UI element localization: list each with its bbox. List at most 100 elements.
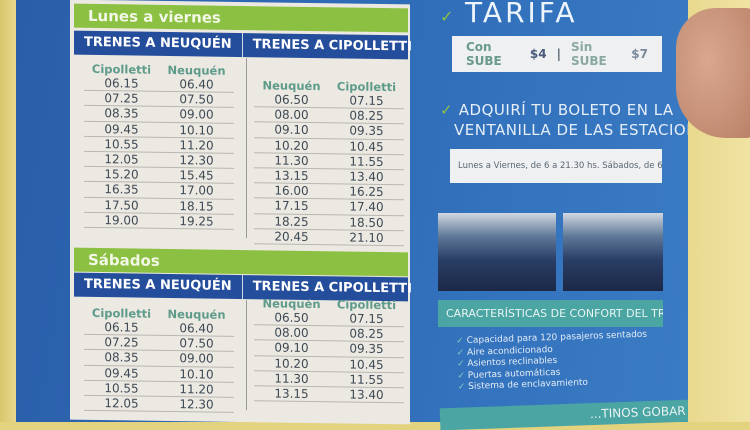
- time-cell: 19.00: [104, 212, 139, 228]
- weekday-to-neuquen-table: Cipolletti Neuquén 06.15 06.40 07.25 07.50 08.…: [84, 62, 234, 230]
- sin-sube-label: Sin SUBE: [570, 40, 607, 68]
- time-cell: 11.55: [349, 372, 384, 387]
- time-cell: 12.30: [179, 397, 214, 412]
- time-cell: 17.00: [179, 183, 214, 198]
- con-sube-label: Con SUBE: [466, 40, 502, 68]
- time-cell: 06.40: [179, 321, 214, 336]
- separator: |: [556, 47, 561, 61]
- time-cell: 10.55: [104, 380, 139, 396]
- time-cell: 13.15: [274, 386, 309, 401]
- hand: [676, 8, 750, 138]
- time-cell: 08.00: [274, 325, 309, 341]
- boleto-line2: VENTANILLA DE LAS ESTACIONES: [454, 121, 718, 139]
- con-sube-price: $4: [529, 47, 547, 61]
- table-row: 20.45 21.10: [254, 228, 404, 247]
- confort-title: CARACTERÍSTICAS DE CONFORT DEL TREN: [438, 300, 663, 327]
- tarifa-title: TARIFA: [464, 0, 578, 29]
- time-cell: 08.25: [349, 326, 384, 342]
- time-cell: 10.20: [274, 356, 309, 371]
- time-cell: 08.25: [349, 108, 384, 124]
- time-cell: 07.50: [179, 336, 214, 351]
- time-cell: 20.45: [274, 229, 309, 244]
- time-cell: 18.25: [274, 213, 309, 229]
- time-cell: 12.30: [179, 153, 214, 168]
- weekday-to-cipolletti-table: Neuquén Cipolletti 06.50 07.15 08.00 08.25 09.…: [254, 78, 404, 247]
- sin-sube-price: $7: [631, 47, 648, 61]
- tarifa-box: Con SUBE $4 | Sin SUBE $7: [452, 36, 662, 72]
- time-cell: 10.45: [349, 357, 384, 372]
- time-cell: 06.15: [104, 320, 139, 335]
- time-cell: 09.00: [179, 351, 214, 367]
- time-cell: 11.30: [274, 153, 309, 168]
- column-header: Neuquén: [262, 296, 321, 312]
- time-cell: 13.40: [349, 387, 384, 402]
- weekday-directions: TRENES A NEUQUÉN TRENES A CIPOLLETTI: [74, 30, 422, 60]
- time-cell: 10.20: [274, 138, 309, 153]
- table-row: 19.00 19.25: [84, 212, 234, 230]
- time-cell: 19.25: [179, 213, 214, 229]
- time-cell: 09.10: [274, 122, 309, 138]
- wall-left: [0, 0, 16, 422]
- time-cell: 16.25: [349, 184, 384, 200]
- column-header: Neuquén: [167, 62, 226, 78]
- time-cell: 08.00: [274, 107, 309, 123]
- time-cell: 10.55: [104, 136, 139, 152]
- column-header: Neuquén: [262, 78, 321, 94]
- time-cell: 06.15: [104, 76, 139, 91]
- time-cell: 13.15: [274, 168, 309, 183]
- time-cell: 17.15: [274, 198, 309, 214]
- time-cell: 11.20: [179, 137, 214, 153]
- saturday-title: Sábados: [74, 247, 408, 277]
- time-cell: 09.00: [179, 107, 214, 123]
- time-cell: 11.30: [274, 371, 309, 386]
- column-header: Cipolletti: [336, 297, 397, 313]
- time-cell: 09.35: [349, 123, 384, 139]
- column-header: Neuquén: [167, 306, 226, 322]
- time-cell: 12.05: [104, 152, 139, 167]
- time-cell: 10.10: [179, 122, 214, 138]
- time-cell: 13.40: [349, 169, 384, 184]
- time-cell: 10.10: [179, 366, 214, 382]
- weekday-title: Lunes a viernes: [74, 3, 408, 33]
- time-cell: 18.50: [349, 215, 384, 230]
- time-cell: 08.35: [104, 350, 139, 365]
- time-cell: 07.15: [349, 311, 384, 327]
- column-header: Cipolletti: [91, 61, 152, 77]
- timetable-panel: Lunes a viernes TRENES A NEUQUÉN TRENES …: [70, 0, 422, 425]
- time-cell: 17.50: [104, 197, 139, 213]
- saturday-to-neuquen-header: TRENES A NEUQUÉN: [84, 276, 232, 294]
- boleto-line1: ADQUIRÍ TU BOLETO EN LA: [458, 101, 674, 119]
- hours-box: Lunes a Viernes, de 6 a 21.30 hs. Sábado…: [450, 149, 662, 183]
- weekday-to-neuquen-header: TRENES A NEUQUÉN: [84, 34, 232, 52]
- time-cell: 07.15: [349, 93, 384, 109]
- time-cell: 17.40: [349, 199, 384, 215]
- time-cell: 06.40: [179, 77, 214, 92]
- divider: [246, 300, 247, 411]
- time-cell: 15.45: [179, 168, 214, 183]
- time-cell: 21.10: [349, 230, 384, 245]
- saturday-to-neuquen-table: Cipolletti Neuquén 06.15 06.40 07.25 07.50 08.…: [84, 305, 234, 414]
- column-header: Cipolletti: [336, 79, 397, 95]
- time-cell: 12.05: [104, 396, 139, 411]
- time-cell: 06.50: [274, 92, 309, 107]
- table-row: 13.15 13.40: [254, 386, 404, 404]
- time-cell: 15.20: [104, 167, 139, 182]
- train-interior-photo: [563, 213, 663, 291]
- time-cell: 16.35: [104, 182, 139, 197]
- time-cell: 07.25: [104, 91, 139, 106]
- column-header: Cipolletti: [91, 305, 152, 321]
- boleto-heading: ✓ ADQUIRÍ TU BOLETO EN LA VENTANILLA DE …: [440, 100, 718, 140]
- time-cell: 11.20: [179, 381, 214, 397]
- tarifa-heading: ✓ TARIFA: [440, 0, 577, 29]
- time-cell: 07.50: [179, 92, 214, 107]
- time-cell: 07.25: [104, 335, 139, 350]
- time-cell: 09.10: [274, 340, 309, 356]
- divider: [246, 58, 247, 239]
- train-interior-photo: [438, 213, 556, 291]
- time-cell: 06.50: [274, 310, 309, 325]
- time-cell: 11.55: [349, 154, 384, 169]
- time-cell: 09.45: [104, 121, 139, 137]
- confort-list: ✓ Capacidad para 120 pasajeros sentados ✓…: [456, 330, 649, 394]
- saturday-to-cipolletti-table: Neuquén Cipolletti 06.50 07.15 08.00 08.25 09.…: [254, 296, 404, 404]
- time-cell: 10.45: [349, 139, 384, 154]
